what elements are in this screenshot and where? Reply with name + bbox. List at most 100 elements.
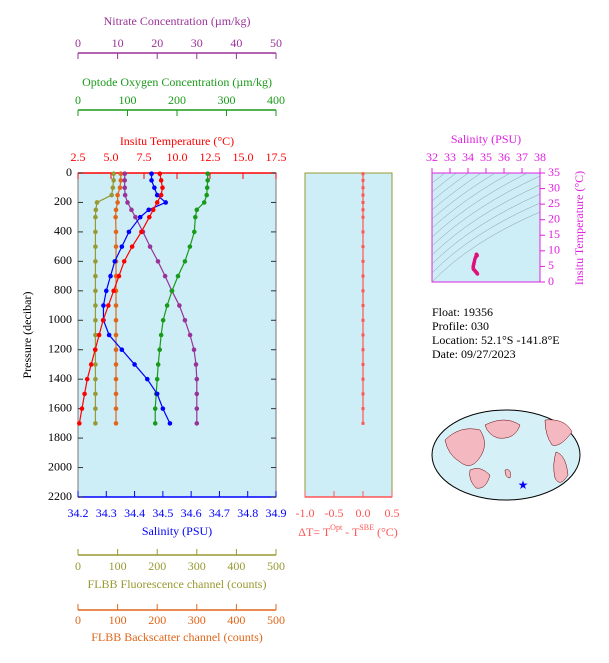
x-tick-label: 17.5: [266, 150, 287, 164]
data-point: [145, 376, 150, 382]
data-point: [113, 347, 119, 353]
x-tick-label: 0: [75, 613, 81, 627]
data-point: [93, 303, 98, 308]
x-tick-label: 15.0: [233, 150, 254, 164]
x-tick-label: 10: [112, 36, 124, 50]
ts-y-title: Insitu Temperature (°C): [572, 171, 586, 285]
data-point: [182, 259, 188, 264]
data-point: [133, 214, 138, 220]
density-contour: [432, 175, 540, 247]
map-land: [444, 428, 485, 466]
density-contour: [432, 173, 511, 229]
y-tick-label: 0: [548, 274, 554, 288]
density-contour: [432, 173, 469, 202]
data-point: [113, 391, 119, 397]
data-point: [187, 244, 193, 249]
data-point: [155, 362, 161, 367]
x-tick-label: 100: [109, 559, 127, 573]
data-point: [88, 362, 94, 367]
x-tick-label: 34.8: [237, 506, 258, 520]
data-point: [160, 406, 166, 411]
axis-title: Insitu Temperature (°C): [120, 134, 234, 148]
data-point: [361, 407, 365, 411]
map-land: [544, 419, 573, 446]
data-point: [115, 192, 120, 198]
data-point: [106, 303, 111, 308]
ts-point: [475, 272, 480, 276]
data-point: [194, 391, 200, 397]
data-point: [93, 421, 98, 426]
data-point: [361, 304, 365, 308]
data-point: [126, 229, 132, 235]
y-tick-label: 800: [54, 283, 72, 297]
title-part: (°C): [374, 525, 398, 539]
x-tick-label: 37: [516, 150, 528, 164]
x-tick-label: 7.5: [137, 150, 152, 164]
data-point: [113, 303, 119, 308]
x-tick-label: 200: [148, 613, 166, 627]
density-contour: [432, 202, 540, 274]
ts-x-title: Salinity (PSU): [451, 132, 521, 146]
data-point: [110, 185, 116, 191]
data-point: [361, 318, 365, 322]
data-point: [361, 245, 365, 249]
x-tick-label: 34.5: [152, 506, 173, 520]
map-land: [553, 451, 569, 483]
y-tick-label: 1200: [48, 341, 72, 355]
data-point: [122, 185, 128, 191]
data-point: [122, 171, 128, 177]
data-point: [160, 317, 166, 323]
data-point: [194, 421, 200, 426]
density-contour: [432, 23, 540, 93]
data-point: [93, 288, 98, 294]
data-point: [93, 317, 98, 323]
data-point: [125, 200, 130, 205]
x-tick-label: 35: [480, 150, 492, 164]
data-point: [361, 208, 365, 212]
data-point: [164, 303, 170, 308]
data-point: [361, 193, 365, 197]
y-tick-label: 1600: [48, 400, 72, 414]
y-axis-title: Pressure (decibar): [20, 292, 34, 379]
density-contour: [432, 193, 540, 265]
axis-title: Optode Oxygen Concentration (µm/kg): [82, 75, 272, 89]
series: [77, 171, 165, 426]
data-point: [361, 274, 365, 278]
data-point: [113, 214, 118, 220]
data-point: [177, 303, 182, 308]
data-point: [118, 171, 124, 177]
float-position: ★: [518, 478, 529, 492]
data-point: [175, 273, 181, 279]
axis-title: Salinity (PSU): [142, 524, 212, 538]
map-land: [484, 419, 521, 439]
data-point: [93, 376, 98, 382]
y-tick-label: 1400: [48, 371, 72, 385]
y-tick-label: 600: [54, 253, 72, 267]
x-tick-label: 300: [188, 559, 206, 573]
x-tick-label: 38: [534, 150, 546, 164]
data-point: [361, 377, 365, 381]
y-tick-label: 35: [548, 165, 560, 179]
x-tick-label: 5.0: [104, 150, 119, 164]
data-point: [93, 244, 98, 249]
data-point: [361, 421, 365, 425]
x-tick-label: 40: [230, 36, 242, 50]
data-point: [121, 259, 127, 264]
info-date: Date: 09/27/2023: [432, 347, 516, 361]
data-point: [361, 348, 365, 352]
x-tick-label: 100: [109, 613, 127, 627]
x-tick-label: 34.9: [266, 506, 287, 520]
data-point: [111, 171, 116, 177]
data-point: [92, 347, 98, 353]
data-point: [194, 207, 200, 213]
data-point: [163, 200, 168, 205]
data-point: [93, 207, 99, 213]
data-point: [205, 171, 210, 177]
y-tick-label: 200: [54, 194, 72, 208]
data-point: [157, 171, 163, 177]
data-point: [204, 192, 209, 198]
data-point: [122, 178, 128, 183]
data-point: [93, 273, 98, 279]
density-contour: [432, 50, 540, 120]
